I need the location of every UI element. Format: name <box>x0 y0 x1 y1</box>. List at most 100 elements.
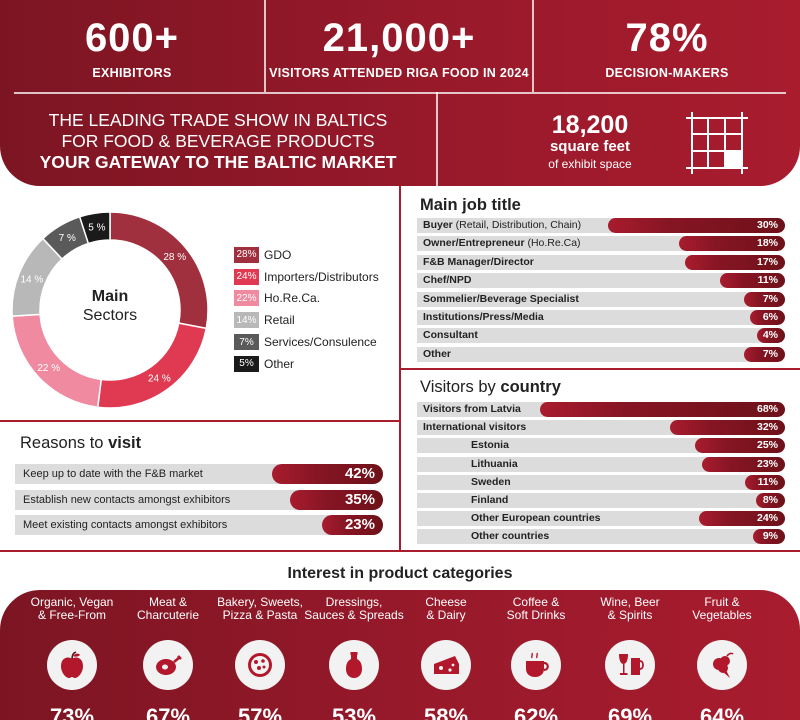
tagline-line: THE LEADING TRADE SHOW IN BALTICS <box>48 110 388 130</box>
bar-label: Sommelier/Beverage Specialist <box>423 292 579 305</box>
category-name: Cheese & Dairy <box>396 596 496 624</box>
reason-row: Establish new contacts amongst exhibitor… <box>15 489 383 510</box>
bar-row: Other 7% <box>417 346 785 362</box>
bar-fill <box>757 328 785 344</box>
bar-value: 68% <box>756 403 778 415</box>
bar-fill <box>745 474 785 490</box>
reasons-heading-text: Reasons to <box>20 434 109 452</box>
bar-fill <box>695 438 785 454</box>
legend-item: 7% Services/Consulence <box>234 331 379 353</box>
bar-label: Other <box>423 347 452 360</box>
legend-item: 28% GDO <box>234 244 379 266</box>
bar-row: Buyer (Retail, Distribution, Chain) 30% <box>417 218 785 233</box>
bar-value: 9% <box>762 530 778 543</box>
legend-label: Other <box>264 356 295 371</box>
category-name-line: Dressings, <box>325 595 383 609</box>
stat-exhibitors: 600+ EXHIBITORS <box>0 0 264 92</box>
space-number: 18,200 <box>551 111 629 139</box>
category-name-line: Coffee & <box>512 595 560 609</box>
category-item: Dressings, Sauces & Spreads 53% <box>304 596 404 720</box>
category-percentage: 62% <box>513 704 559 720</box>
category-item: Coffee & Soft Drinks 62% <box>486 596 586 720</box>
legend-item: 24% Importers/Distributors <box>234 266 379 288</box>
category-item: Meat & Charcuterie 67% <box>118 596 218 720</box>
divider <box>264 0 266 92</box>
stat-label: DECISION-MAKERS <box>605 66 729 80</box>
section-divider <box>400 368 800 370</box>
bar-label: Finland <box>471 494 509 506</box>
bar-label: Buyer (Retail, Distribution, Chain) <box>423 219 582 231</box>
tagline-line: FOR FOOD & BEVERAGE PRODUCTS <box>61 131 375 151</box>
bar-label: F&B Manager/Director <box>423 255 534 268</box>
bar-sublabel: (Retail, Distribution, Chain) <box>452 219 582 231</box>
category-item: Bakery, Sweets, Pizza & Pasta 57% <box>210 596 310 720</box>
donut-slice-2 <box>11 313 103 409</box>
floor-plan-icon <box>686 112 748 174</box>
category-name: Meat & Charcuterie <box>118 596 218 624</box>
bar-fill <box>669 420 785 436</box>
donut-slice-label: 24 % <box>148 373 171 384</box>
bar-value: 8% <box>762 494 778 506</box>
category-name-line: Cheese <box>425 595 467 609</box>
bar-row: Owner/Entrepreneur (Ho.Re.Ca) 18% <box>417 236 785 252</box>
sectors-legend: 28% GDO 24% Importers/Distributors 22% Ho.Re.… <box>234 244 379 375</box>
bar-label: Owner/Entrepreneur (Ho.Re.Ca) <box>423 237 581 250</box>
bar-value: 25% <box>756 439 778 452</box>
tagline-line: YOUR GATEWAY TO THE BALTIC MARKET <box>39 152 397 172</box>
bar-fill <box>752 529 785 545</box>
category-percentage: 69% <box>607 704 653 720</box>
bar-fill <box>322 515 383 535</box>
bar-row: Sommelier/Beverage Specialist 7% <box>417 291 785 307</box>
bar-row: Other countries 9% <box>417 529 785 545</box>
category-name-line: Soft Drinks <box>506 608 566 622</box>
category-item: Fruit & Vegetables 64% <box>672 596 772 720</box>
bar-label: International visitors <box>423 421 527 434</box>
category-name-line: Vegetables <box>692 608 752 622</box>
bar-row: Sweden 11% <box>417 474 785 490</box>
bar-row: Chef/NPD 11% <box>417 273 785 289</box>
legend-item: 22% Ho.Re.Ca. <box>234 288 379 310</box>
bar-sublabel: (Ho.Re.Ca) <box>524 237 581 250</box>
stat-value: 21,000+ <box>322 16 476 60</box>
sectors-donut-chart: 28 % 24 % 22 % 14 % 7 % 5 % <box>11 211 209 409</box>
bar-fill <box>756 493 785 508</box>
legend-item: 14% Retail <box>234 309 379 331</box>
bar-label: Other countries <box>471 530 550 543</box>
bar-value: 23% <box>756 457 778 470</box>
category-name: Coffee & Soft Drinks <box>486 596 586 624</box>
cheese-icon <box>421 640 471 690</box>
category-name: Dressings, Sauces & Spreads <box>304 596 404 624</box>
legend-label: Ho.Re.Ca. <box>264 291 321 306</box>
stat-label: EXHIBITORS <box>92 66 172 80</box>
category-name-line: & Dairy <box>426 608 466 622</box>
legend-swatch: 5% <box>234 355 259 372</box>
bar-fill <box>684 254 785 270</box>
bar-value: 4% <box>762 329 778 342</box>
country-heading-text: Visitors by <box>420 378 501 396</box>
bar-row: Estonia 25% <box>417 438 785 454</box>
category-percentage: 53% <box>331 704 377 720</box>
job-title-heading-text: Main job title <box>420 196 521 214</box>
reason-row: Keep up to date with the F&B market 42% <box>15 464 383 484</box>
category-name: Wine, Beer & Spirits <box>580 596 680 624</box>
bar-row: Institutions/Press/Media 6% <box>417 310 785 325</box>
donut-slice-label: 22 % <box>37 363 60 374</box>
legend-label: GDO <box>264 247 292 262</box>
divider <box>436 92 438 186</box>
legend-swatch: 7% <box>234 334 259 351</box>
category-percentage: 73% <box>49 704 95 720</box>
category-name: Bakery, Sweets, Pizza & Pasta <box>210 596 310 624</box>
stat-value: 78% <box>625 16 709 60</box>
divider <box>14 92 786 94</box>
bar-value: 11% <box>757 274 778 287</box>
bar-label: Keep up to date with the F&B market <box>23 468 203 480</box>
bar-value: 24% <box>756 512 778 525</box>
bar-value: 7% <box>762 292 778 305</box>
job-title-heading: Main job title <box>420 196 521 215</box>
category-percentage: 58% <box>423 704 469 720</box>
category-name-line: Bakery, Sweets, <box>217 595 303 609</box>
donut-slice-1 <box>96 322 208 409</box>
reasons-heading: Reasons to visit <box>20 434 141 453</box>
category-percentage: 67% <box>145 704 191 720</box>
country-heading: Visitors by country <box>420 378 561 397</box>
